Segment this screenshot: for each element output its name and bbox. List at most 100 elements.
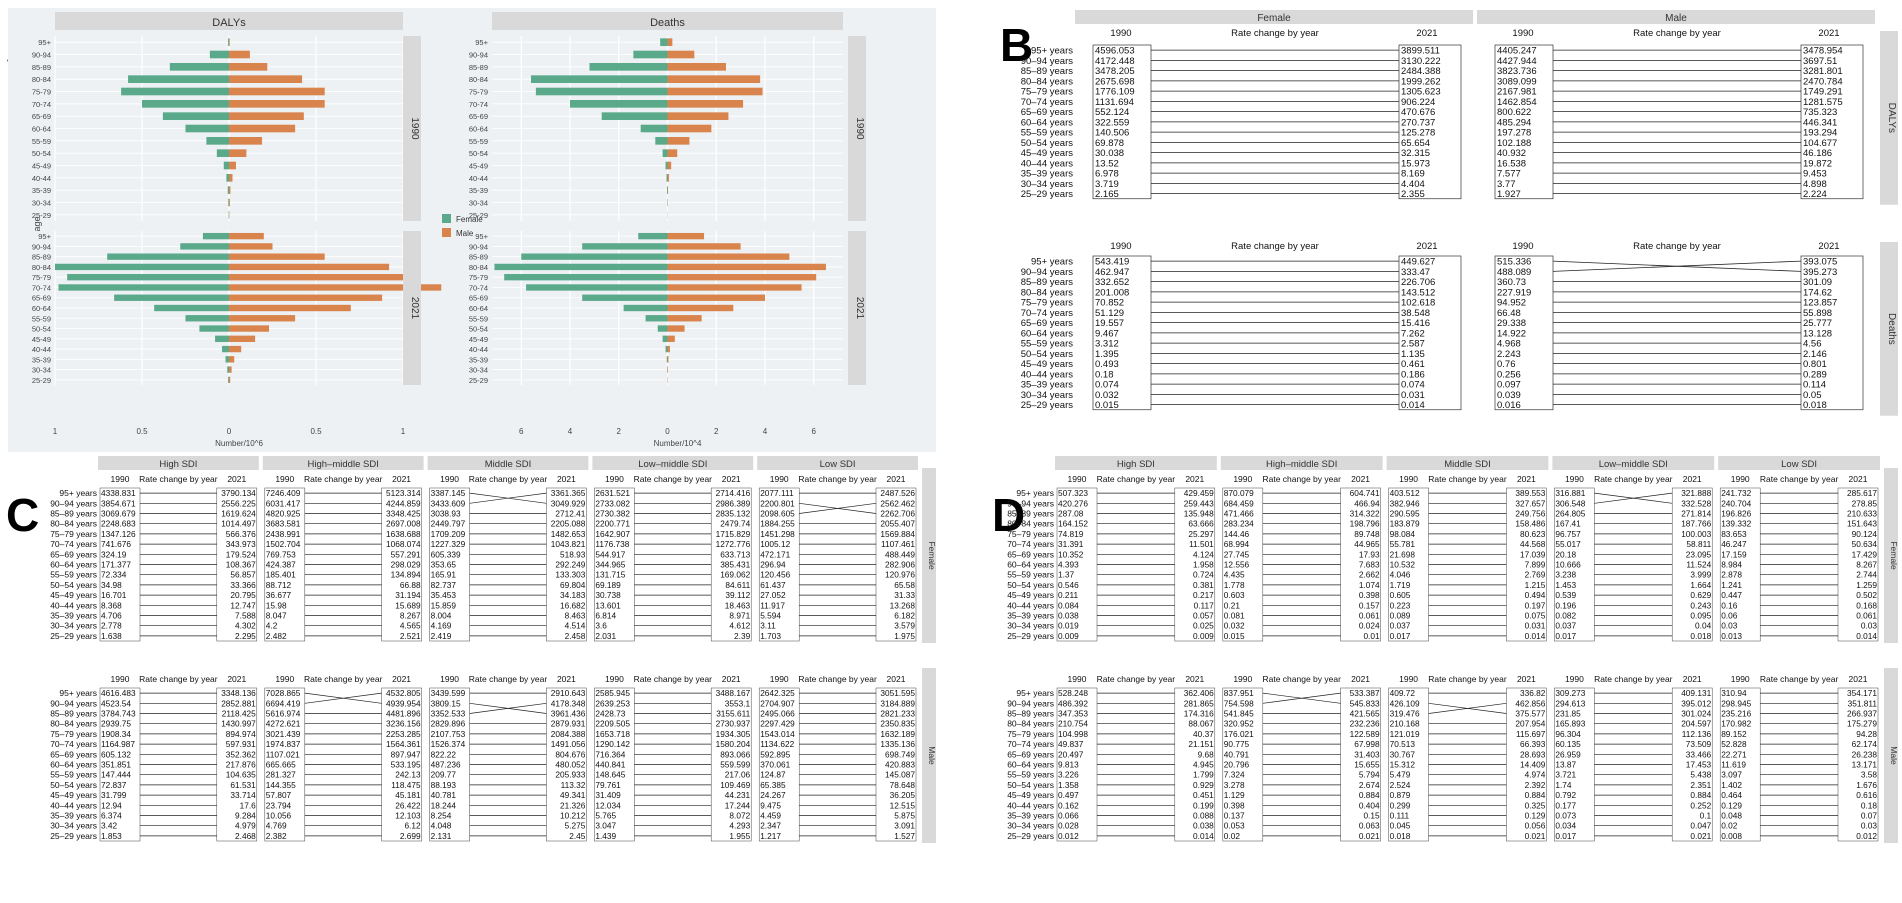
end-value: 44.231 — [725, 790, 751, 800]
start-value: 10.666 — [1555, 560, 1581, 570]
start-value: 4.048 — [431, 821, 452, 831]
facet-strip-label: 2021 — [854, 297, 865, 320]
start-value: 486.392 — [1058, 698, 1088, 708]
sdi-header-label: High SDI — [159, 459, 197, 470]
sdi-header-strip — [1552, 456, 1715, 470]
bar-male — [667, 112, 729, 120]
start-value: 0.21 — [1224, 600, 1241, 610]
age-label: 40–44 years — [1007, 600, 1054, 610]
start-value: 2704.907 — [760, 698, 795, 708]
end-value: 352.362 — [226, 749, 256, 759]
start-value: 298.945 — [1721, 698, 1751, 708]
end-value: 0.031 — [1401, 390, 1425, 401]
end-value: 2.458 — [565, 631, 586, 641]
end-value: 2910.643 — [551, 688, 586, 698]
end-value: 10.212 — [560, 811, 586, 821]
end-value: 1043.821 — [551, 539, 586, 549]
age-tick-label: 75-79 — [469, 88, 488, 97]
start-value: 3809.15 — [431, 698, 461, 708]
start-value: 592.895 — [760, 749, 790, 759]
end-value: 385.431 — [720, 560, 750, 570]
year-start-label: 1990 — [275, 674, 294, 684]
start-value: 1.395 — [1095, 349, 1119, 360]
bar-female — [225, 356, 229, 363]
sex-strip — [1477, 10, 1875, 24]
x-axis-label: Number/10^4 — [654, 439, 702, 448]
end-value: 3553.1 — [725, 698, 751, 708]
year-start-label: 1990 — [770, 474, 789, 484]
start-value: 528.248 — [1058, 688, 1088, 698]
rate-change-label: Rate change by year — [139, 474, 218, 484]
start-value: 3.42 — [101, 821, 118, 831]
end-value: 49.341 — [560, 790, 586, 800]
start-value: 2428.73 — [595, 709, 625, 719]
start-value: 1908.34 — [101, 729, 131, 739]
year-start-label: 1990 — [1512, 241, 1533, 252]
rate-change-line — [1594, 492, 1673, 504]
rate-change-label: Rate change by year — [798, 674, 877, 684]
end-value: 108.367 — [226, 560, 256, 570]
start-value: 49.837 — [1058, 739, 1084, 749]
age-label: 75–79 years — [50, 529, 97, 539]
start-value: 82.737 — [431, 580, 457, 590]
rate-change-label: Rate change by year — [1428, 474, 1507, 484]
end-value: 3697.51 — [1803, 56, 1837, 67]
end-value: 0.04 — [1695, 621, 1712, 631]
start-value: 420.276 — [1058, 498, 1088, 508]
end-value: 1.074 — [1359, 580, 1380, 590]
end-value: 113.32 — [561, 780, 586, 790]
start-value: 544.917 — [595, 549, 625, 559]
bar-male — [229, 75, 303, 83]
end-value: 2730.937 — [716, 719, 751, 729]
sdi-header-label: Middle SDI — [485, 459, 531, 470]
age-label: 90–94 years — [1021, 56, 1074, 67]
bar-female — [226, 174, 229, 182]
start-value: 543.419 — [1095, 257, 1129, 268]
end-value: 25.777 — [1803, 318, 1832, 329]
start-value: 1653.718 — [595, 729, 630, 739]
end-value: 1632.189 — [880, 729, 915, 739]
start-value: 21.698 — [1390, 549, 1416, 559]
end-value: 804.676 — [555, 749, 585, 759]
end-value: 314.322 — [1350, 509, 1380, 519]
bar-male — [229, 186, 231, 194]
end-value: 16.682 — [560, 600, 586, 610]
year-start-label: 1990 — [440, 474, 459, 484]
age-tick-label: 30-34 — [469, 199, 488, 208]
end-value: 597.931 — [226, 739, 256, 749]
start-value: 4405.247 — [1497, 46, 1537, 57]
start-value: 2.419 — [431, 631, 452, 641]
start-value: 0.015 — [1095, 400, 1119, 411]
start-value: 507.323 — [1058, 488, 1088, 498]
end-value: 566.376 — [226, 529, 256, 539]
end-value: 0.724 — [1193, 570, 1214, 580]
end-value: 0.381 — [1193, 580, 1214, 590]
age-tick-label: 55-59 — [469, 314, 488, 323]
year-end-label: 2021 — [887, 474, 906, 484]
end-value: 31.194 — [395, 590, 421, 600]
start-value: 98.084 — [1390, 529, 1416, 539]
end-value: 285.617 — [1847, 488, 1877, 498]
end-value: 4.514 — [565, 621, 586, 631]
age-label: 60–64 years — [50, 760, 97, 770]
start-value: 183.879 — [1390, 519, 1420, 529]
end-value: 15.973 — [1401, 158, 1430, 169]
end-value: 389.553 — [1515, 488, 1545, 498]
end-value: 1.955 — [729, 831, 750, 841]
end-value: 1569.884 — [880, 529, 915, 539]
start-value: 3038.93 — [431, 509, 461, 519]
start-value: 12.556 — [1224, 560, 1250, 570]
end-value: 120.976 — [885, 570, 915, 580]
start-value: 96.757 — [1555, 529, 1581, 539]
end-value: 0.1 — [1700, 811, 1712, 821]
end-value: 8.267 — [400, 611, 421, 621]
sex-strip-label: Female — [1889, 541, 1899, 570]
end-value: 8.971 — [729, 611, 750, 621]
age-tick-label: 55-59 — [469, 137, 488, 146]
end-value: 104.635 — [226, 770, 256, 780]
end-value: 2262.706 — [880, 509, 915, 519]
end-value: 2.699 — [400, 831, 421, 841]
age-label: 70–74 years — [1021, 97, 1074, 108]
start-value: 235.216 — [1721, 709, 1751, 719]
